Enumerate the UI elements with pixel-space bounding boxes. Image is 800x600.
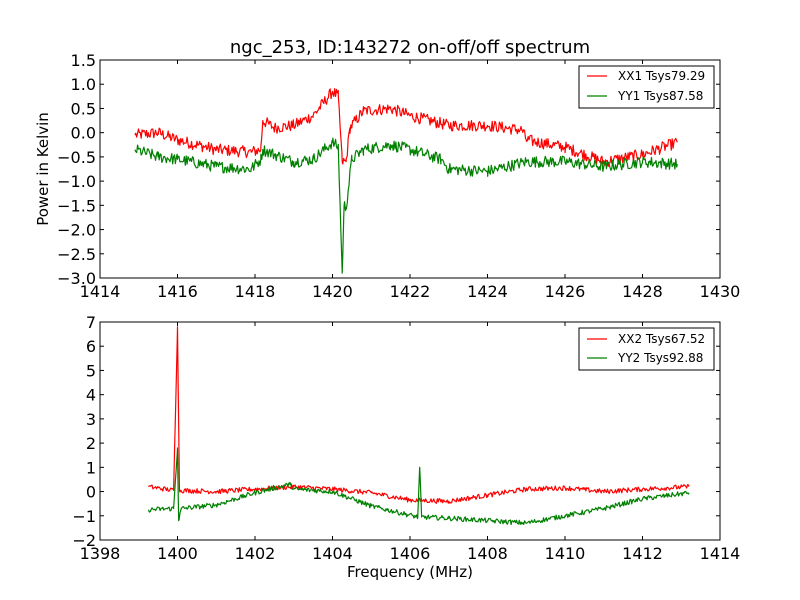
top-legend: XX1 Tsys79.29 YY1 Tsys87.58 bbox=[578, 65, 715, 109]
y-tick-label: 2 bbox=[86, 434, 96, 453]
bottom-chart-series bbox=[147, 326, 690, 526]
y-tick-label: −2.0 bbox=[57, 221, 96, 240]
x-tick-label: 1408 bbox=[467, 544, 508, 563]
x-tick-label: 1412 bbox=[622, 544, 663, 563]
y-tick-label: 4 bbox=[86, 386, 96, 405]
bottom-chart-ticks: 1398 1400 1402 1404 1406 1408 1410 1412 1414 7 6 5 4… bbox=[72, 313, 740, 563]
y-tick-label: 6 bbox=[86, 337, 96, 356]
x-axis-title: Frequency (MHz) bbox=[347, 563, 473, 581]
y-tick-label: −1.5 bbox=[57, 196, 96, 215]
y-tick-label: 1 bbox=[86, 458, 96, 477]
y-tick-label: 0 bbox=[86, 483, 96, 502]
y-tick-label: 1.5 bbox=[71, 51, 96, 70]
top-chart: ngc_253, ID:143272 on-off/off spectrum 1… bbox=[34, 37, 740, 301]
x-tick-label: 1420 bbox=[312, 282, 353, 301]
legend-label-xx2: XX2 Tsys67.52 bbox=[618, 332, 705, 346]
chart-title: ngc_253, ID:143272 on-off/off spectrum bbox=[230, 37, 590, 58]
y-tick-label: 5 bbox=[86, 361, 96, 380]
bottom-legend-box bbox=[578, 327, 715, 371]
y-tick-label: 0.0 bbox=[71, 124, 96, 143]
x-tick-label: 1402 bbox=[235, 544, 276, 563]
x-tick-label: 1406 bbox=[390, 544, 431, 563]
x-tick-label: 1422 bbox=[390, 282, 431, 301]
y-tick-label: 7 bbox=[86, 313, 96, 332]
x-tick-label: 1404 bbox=[312, 544, 353, 563]
y-tick-label: −1 bbox=[72, 507, 96, 526]
y-tick-label: −1.0 bbox=[57, 172, 96, 191]
y-tick-label: −3.0 bbox=[57, 269, 96, 288]
legend-label-xx1: XX1 Tsys79.29 bbox=[618, 69, 705, 83]
series-line-xx1 bbox=[134, 88, 678, 167]
x-tick-label: 1414 bbox=[80, 282, 121, 301]
y-tick-label: −2 bbox=[72, 531, 96, 550]
top-legend-box bbox=[578, 65, 715, 109]
series-line-yy2 bbox=[147, 447, 690, 526]
top-chart-series bbox=[134, 88, 678, 274]
y-axis-title: Power in Kelvin bbox=[34, 112, 52, 226]
series-line-xx2 bbox=[148, 326, 690, 504]
x-tick-label: 1414 bbox=[700, 544, 741, 563]
x-tick-label: 1416 bbox=[157, 282, 198, 301]
y-tick-label: −2.5 bbox=[57, 245, 96, 264]
x-tick-label: 1428 bbox=[622, 282, 663, 301]
y-tick-label: 0.5 bbox=[71, 99, 96, 118]
x-tick-label: 1400 bbox=[157, 544, 198, 563]
y-tick-label: −0.5 bbox=[57, 148, 96, 167]
bottom-chart: 1398 1400 1402 1404 1406 1408 1410 1412 1414 7 6 5 4… bbox=[72, 313, 740, 581]
y-tick-label: 3 bbox=[86, 410, 96, 429]
legend-label-yy1: YY1 Tsys87.58 bbox=[617, 89, 703, 103]
x-tick-label: 1398 bbox=[80, 544, 121, 563]
x-tick-label: 1424 bbox=[467, 282, 508, 301]
legend-label-yy2: YY2 Tsys92.88 bbox=[617, 351, 703, 365]
x-tick-label: 1426 bbox=[545, 282, 586, 301]
series-line-yy1 bbox=[134, 137, 678, 274]
bottom-legend: XX2 Tsys67.52 YY2 Tsys92.88 bbox=[578, 327, 715, 371]
x-tick-label: 1418 bbox=[235, 282, 276, 301]
top-chart-ticks: 1414 1416 1418 1420 1422 1424 1426 1428 1430 1.5 1… bbox=[57, 51, 740, 301]
y-tick-label: 1.0 bbox=[71, 75, 96, 94]
x-tick-label: 1410 bbox=[545, 544, 586, 563]
x-tick-label: 1430 bbox=[700, 282, 741, 301]
